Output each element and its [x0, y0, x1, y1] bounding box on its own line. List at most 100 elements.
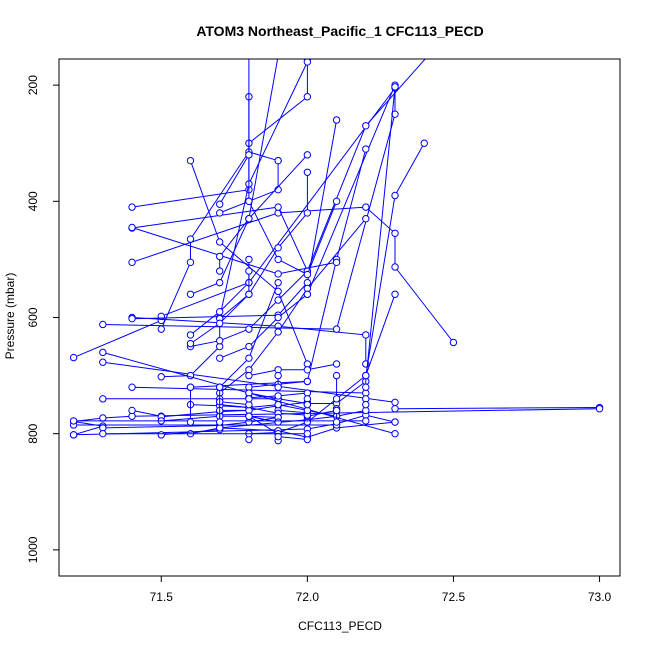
data-point	[245, 151, 253, 159]
data-point	[245, 354, 253, 362]
series-45	[69, 421, 341, 429]
data-point	[303, 209, 312, 217]
data-point	[128, 223, 136, 232]
data-point	[274, 418, 282, 426]
series-3	[128, 59, 426, 275]
data-point	[303, 168, 312, 176]
data-point	[216, 337, 224, 345]
data-point	[362, 417, 370, 425]
series-line	[219, 59, 250, 205]
data-point	[186, 339, 195, 348]
data-point	[303, 429, 312, 438]
data-point	[420, 139, 428, 147]
plot-frame	[58, 58, 621, 577]
data-point	[303, 290, 312, 298]
series-line	[131, 206, 454, 343]
data-point	[128, 258, 136, 267]
data-point	[274, 432, 282, 441]
data-point	[186, 156, 195, 165]
series-line	[131, 119, 338, 320]
data-point	[391, 83, 399, 91]
data-point	[245, 290, 253, 298]
series-line	[248, 363, 337, 377]
data-point	[245, 325, 253, 333]
data-point	[157, 373, 165, 381]
series-line	[131, 317, 367, 364]
data-point	[216, 238, 224, 246]
series-line	[219, 293, 308, 359]
series-28	[216, 151, 312, 275]
data-point	[216, 278, 224, 287]
series-54	[362, 395, 370, 409]
data-point	[274, 383, 282, 391]
data-point	[303, 93, 312, 101]
series-26	[128, 223, 341, 278]
data-point	[216, 383, 224, 391]
series-29	[186, 59, 279, 298]
data-point	[274, 278, 282, 287]
y-tick-label: 1000	[26, 536, 40, 563]
data-point	[332, 418, 341, 426]
data-point	[303, 151, 312, 159]
data-point	[186, 331, 195, 339]
data-point	[216, 307, 224, 316]
data-point	[216, 418, 224, 426]
y-tick-label: 800	[26, 423, 40, 443]
series-line	[219, 154, 308, 271]
data-point	[157, 325, 165, 333]
data-point	[69, 353, 78, 362]
x-tick-label: 73.0	[588, 590, 612, 604]
series-4	[128, 59, 312, 211]
data-point	[128, 314, 136, 323]
data-point	[216, 319, 224, 328]
series-line	[190, 59, 279, 295]
data-point	[362, 203, 370, 211]
data-point	[274, 270, 282, 278]
data-point	[99, 429, 107, 438]
series-27	[216, 59, 253, 208]
data-point	[99, 395, 107, 403]
data-point	[332, 406, 341, 415]
series-58	[332, 406, 341, 426]
data-point	[391, 398, 399, 407]
series-2	[128, 203, 458, 347]
data-point	[245, 395, 253, 403]
data-point	[99, 358, 107, 366]
data-point	[128, 203, 136, 211]
series-line	[219, 404, 308, 416]
series-21	[216, 215, 370, 397]
data-point	[391, 429, 399, 438]
data-point	[391, 229, 399, 237]
data-point	[99, 348, 107, 357]
data-series	[69, 59, 604, 445]
data-point	[303, 366, 312, 374]
data-point	[332, 395, 341, 403]
data-point	[274, 328, 282, 336]
data-point	[69, 417, 78, 425]
series-33	[216, 290, 312, 362]
series-line	[131, 59, 308, 208]
data-point	[303, 270, 312, 279]
data-point	[245, 267, 253, 275]
data-point	[303, 400, 312, 409]
data-point	[186, 418, 195, 426]
data-point	[362, 215, 370, 223]
data-point	[245, 342, 253, 351]
series-32	[186, 267, 253, 348]
series-line	[248, 96, 338, 276]
data-point	[332, 258, 341, 267]
data-point	[274, 203, 282, 211]
data-point	[186, 235, 195, 243]
data-point	[332, 116, 341, 124]
series-line	[131, 59, 426, 273]
y-axis-label: Pressure (mbar)	[3, 273, 17, 360]
x-tick-label: 71.5	[150, 590, 174, 604]
data-point	[362, 371, 370, 380]
y-tick-label: 600	[26, 307, 40, 327]
series-line	[219, 160, 279, 214]
data-point	[449, 338, 458, 347]
data-point	[362, 145, 370, 153]
series-56	[274, 371, 282, 391]
data-point	[303, 377, 312, 386]
